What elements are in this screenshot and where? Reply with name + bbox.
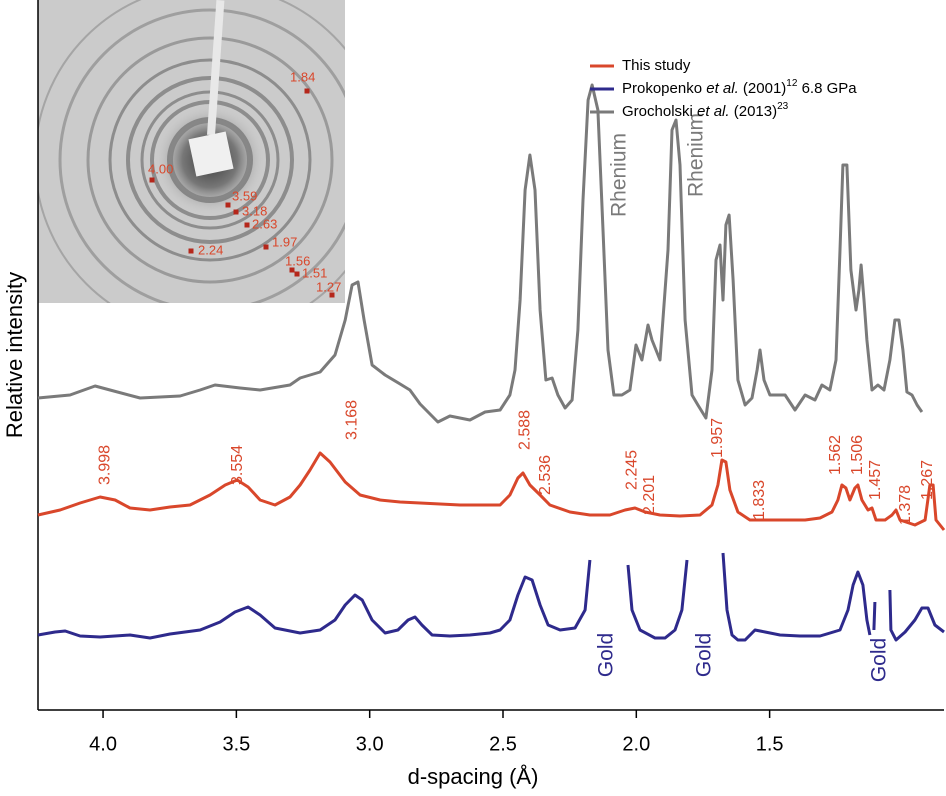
spectrum-line <box>37 451 946 531</box>
inset-label: 1.97 <box>272 234 297 249</box>
peak-label: 3.168 <box>343 400 360 440</box>
inset-label: 3.18 <box>242 203 267 218</box>
inset-marker <box>263 244 269 250</box>
inset-marker <box>233 209 239 215</box>
annotation: Gold <box>693 633 716 677</box>
inset-marker <box>188 248 194 254</box>
annotation: Gold <box>868 638 891 682</box>
x-tick-label: 4.0 <box>89 733 117 755</box>
legend-text: et al. <box>697 103 730 120</box>
inset-marker <box>329 292 335 298</box>
peak-label: 1.378 <box>897 485 914 525</box>
peak-label: 3.554 <box>229 445 246 485</box>
x-tick-label: 1.5 <box>756 733 784 755</box>
inset-label: 1.51 <box>302 265 327 280</box>
legend: This study Prokopenko et al. (2001)12 6.8… <box>590 57 857 120</box>
inset-label: 2.24 <box>198 242 223 257</box>
peak-label: 2.201 <box>641 475 658 515</box>
legend-text: (2013) <box>730 103 778 120</box>
peak-label: 2.245 <box>623 450 640 490</box>
legend-text: This study <box>622 57 691 74</box>
peak-label: 2.588 <box>516 410 533 450</box>
legend-text: (2001) <box>739 80 787 97</box>
y-axis-label: Relative intensity <box>2 272 27 438</box>
x-tick-label: 2.0 <box>622 733 650 755</box>
peak-label: 3.998 <box>96 445 113 485</box>
legend-text: et al. <box>706 80 739 97</box>
legend-label: Prokopenko et al. (2001)12 6.8 GPa <box>622 78 857 97</box>
annotation: Gold <box>595 633 618 677</box>
peak-label: 1.457 <box>867 460 884 500</box>
peak-label: 1.833 <box>751 480 768 520</box>
legend-text: Prokopenko <box>622 80 706 97</box>
spectrum-line <box>37 83 924 424</box>
inset-marker <box>304 88 310 94</box>
inset-marker <box>289 267 295 273</box>
spectrum-line <box>37 552 945 642</box>
peak-label: 2.536 <box>537 455 554 495</box>
x-tick-label: 2.5 <box>489 733 517 755</box>
peak-label: 1.506 <box>849 435 866 475</box>
inset-label: 1.84 <box>290 69 315 84</box>
inset-label: 1.56 <box>285 253 310 268</box>
legend-label: Grocholski et al. (2013)23 <box>622 101 789 120</box>
inset-label: 1.27 <box>316 279 341 294</box>
annotation: Rhenium <box>608 133 631 217</box>
x-tick-label: 3.0 <box>356 733 384 755</box>
legend-text: 23 <box>777 101 789 112</box>
inset-marker <box>294 271 300 277</box>
peak-label: 1.267 <box>919 460 936 500</box>
x-axis-label: d-spacing (Å) <box>408 764 539 789</box>
inset-label: 2.63 <box>252 216 277 231</box>
legend-label: This study <box>622 57 691 74</box>
inset-marker <box>225 202 231 208</box>
legend-text: 6.8 GPa <box>797 80 857 97</box>
inset-marker <box>149 177 155 183</box>
inset-label: 3.59 <box>232 188 257 203</box>
legend-text: 12 <box>786 78 798 89</box>
diffraction-image: 1.84 4.00 3.593.182.63 2.24 1.97 1.561.511.27 <box>38 0 345 303</box>
inset-marker <box>244 222 250 228</box>
x-tick-label: 3.5 <box>222 733 250 755</box>
peak-label: 1.957 <box>709 418 726 458</box>
inset-label: 4.00 <box>148 161 173 176</box>
annotation: Rhenium <box>685 113 708 197</box>
legend-text: Grocholski <box>622 103 697 120</box>
peak-label: 1.562 <box>827 435 844 475</box>
